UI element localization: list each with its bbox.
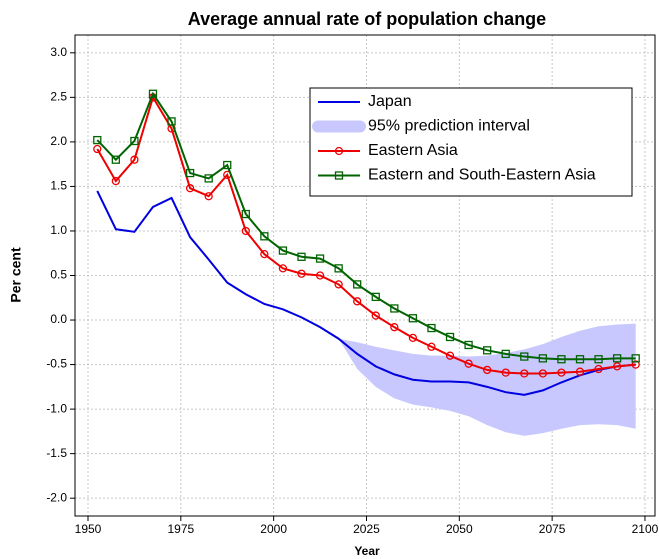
marker: [260, 232, 269, 241]
marker: [297, 252, 306, 261]
x-tick-label: 2075: [539, 522, 566, 536]
marker: [93, 144, 102, 154]
x-tick-label: 2025: [353, 522, 380, 536]
plot-frame: [74, 34, 656, 517]
marker: [241, 226, 250, 236]
y-tick-label: 1.0: [50, 223, 67, 237]
marker: [501, 349, 510, 359]
marker: [612, 362, 622, 371]
y-tick-label: -2.0: [46, 490, 67, 504]
marker: [427, 323, 436, 333]
legend-label: Eastern Asia: [368, 142, 458, 159]
legend-marker: [334, 146, 344, 156]
marker: [371, 292, 380, 302]
y-tick-label: 2.5: [50, 90, 67, 104]
marker: [353, 280, 362, 289]
y-tick-label: -1.0: [46, 401, 67, 415]
marker: [241, 209, 250, 219]
y-axis-label: Per cent: [8, 247, 24, 303]
marker: [204, 192, 213, 201]
marker: [631, 360, 640, 369]
y-tick-label: 0.5: [50, 268, 67, 282]
marker: [315, 271, 325, 280]
marker: [297, 269, 306, 278]
marker: [278, 264, 288, 273]
chart-title: Average annual rate of population change: [188, 9, 546, 29]
y-tick-label: -0.5: [46, 357, 67, 371]
marker: [93, 135, 102, 145]
marker: [501, 368, 510, 377]
marker: [260, 249, 269, 259]
marker: [464, 359, 473, 368]
marker: [445, 351, 455, 360]
marker: [427, 342, 436, 351]
marker: [594, 355, 603, 364]
marker: [390, 304, 399, 313]
legend-label: Eastern and South-Eastern Asia: [368, 167, 596, 184]
marker: [111, 155, 120, 164]
x-axis-label: Year: [354, 544, 380, 558]
marker: [408, 314, 418, 323]
y-tick-label: 3.0: [50, 45, 67, 59]
marker: [557, 355, 566, 364]
marker: [520, 369, 529, 378]
x-tick-label: 2050: [446, 522, 473, 536]
marker: [631, 354, 640, 363]
legend-label: 95% prediction interval: [368, 118, 530, 135]
legend-marker: [334, 171, 344, 180]
legend: Japan 95% prediction interval Eastern Asia…: [309, 87, 633, 197]
marker: [557, 368, 566, 377]
marker: [353, 297, 362, 306]
marker: [575, 367, 585, 376]
x-tick-label: 1975: [167, 522, 194, 536]
marker: [538, 369, 548, 378]
y-tick-label: 2.0: [50, 134, 67, 148]
marker: [278, 246, 288, 255]
x-tick-label: 1950: [75, 522, 102, 536]
marker: [464, 340, 473, 350]
x-tick-label: 2100: [632, 522, 659, 536]
marker: [594, 364, 603, 374]
y-tick-label: -1.5: [46, 446, 67, 460]
marker: [334, 264, 343, 273]
marker: [111, 176, 120, 186]
marker: [148, 89, 158, 98]
marker: [538, 354, 548, 363]
marker: [520, 352, 529, 361]
marker: [575, 355, 585, 364]
marker: [130, 136, 139, 146]
prediction-band: [338, 323, 636, 436]
marker: [612, 354, 622, 363]
legend-label: Japan: [368, 93, 412, 110]
marker: [408, 333, 418, 343]
marker: [445, 332, 455, 342]
marker: [167, 117, 176, 126]
marker: [223, 160, 232, 170]
series-line: [96, 190, 636, 396]
marker: [390, 323, 399, 332]
x-tick-label: 2000: [260, 522, 287, 536]
marker: [334, 280, 343, 289]
marker: [185, 184, 195, 193]
marker: [371, 311, 380, 320]
legend-box: [309, 87, 633, 197]
y-tick-label: 1.5: [50, 179, 67, 193]
marker: [185, 168, 195, 178]
marker: [204, 174, 213, 183]
marker: [483, 365, 492, 375]
y-tick-label: 0.0: [50, 312, 67, 326]
marker: [130, 155, 139, 164]
marker: [483, 346, 492, 355]
marker: [315, 254, 325, 263]
